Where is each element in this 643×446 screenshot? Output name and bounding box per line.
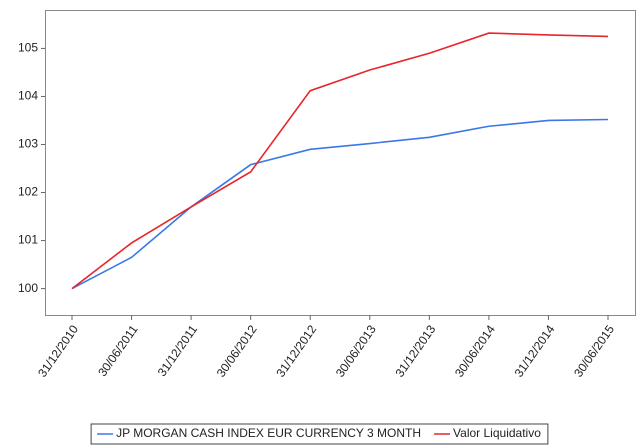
x-tick-label: 30/06/2015 bbox=[571, 322, 617, 379]
x-tick-label: 30/06/2012 bbox=[214, 322, 260, 379]
x-tick-label: 31/12/2010 bbox=[35, 322, 81, 379]
y-tick-label: 102 bbox=[18, 185, 38, 199]
plot-frame bbox=[45, 10, 636, 316]
x-tick-label: 31/12/2012 bbox=[273, 322, 319, 379]
legend-box bbox=[90, 423, 549, 445]
series-line bbox=[71, 118, 609, 290]
y-tick-label: 104 bbox=[18, 89, 38, 103]
series-line bbox=[71, 32, 609, 290]
y-tick-label: 103 bbox=[18, 137, 38, 151]
x-tick-label: 31/12/2014 bbox=[512, 322, 558, 379]
x-tick-label: 30/06/2011 bbox=[95, 322, 141, 379]
legend-label: Valor Liquidativo bbox=[453, 426, 541, 440]
x-tick-label: 30/06/2014 bbox=[452, 322, 498, 379]
x-tick-label: 30/06/2013 bbox=[333, 322, 379, 379]
y-tick-label: 100 bbox=[18, 281, 38, 295]
y-tick-label: 105 bbox=[18, 41, 38, 55]
legend: JP MORGAN CASH INDEX EUR CURRENCY 3 MONT… bbox=[90, 423, 549, 445]
legend-label: JP MORGAN CASH INDEX EUR CURRENCY 3 MONT… bbox=[116, 426, 421, 440]
y-tick-label: 101 bbox=[18, 233, 38, 247]
x-tick-label: 31/12/2013 bbox=[392, 322, 438, 379]
x-tick-label: 31/12/2011 bbox=[155, 322, 201, 379]
